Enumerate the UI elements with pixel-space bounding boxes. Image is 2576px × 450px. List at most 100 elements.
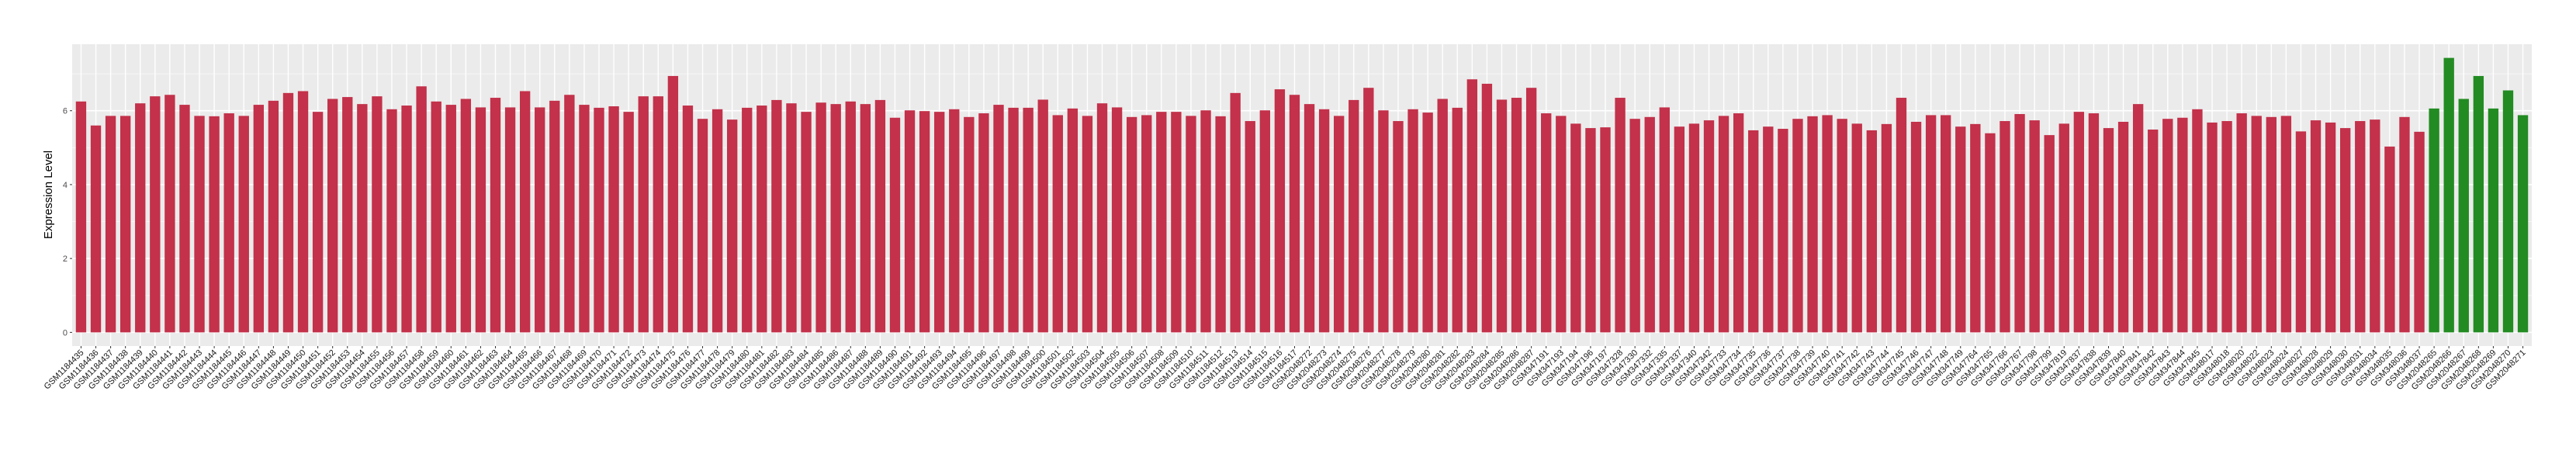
bar-GSM347837 bbox=[2073, 112, 2085, 333]
bar-GSM1184487 bbox=[845, 101, 856, 333]
x-axis: GSM1184435GSM1184436GSM1184437GSM1184438… bbox=[43, 346, 2528, 392]
bar-GSM348024 bbox=[2280, 116, 2292, 333]
bar-GSM2048270 bbox=[2502, 90, 2514, 333]
bar-GSM347747 bbox=[1925, 115, 1937, 333]
bar-GSM2048279 bbox=[1407, 109, 1418, 333]
bar-GSM1184465 bbox=[519, 91, 531, 333]
bar-GSM1184447 bbox=[253, 105, 265, 333]
bar-GSM1184464 bbox=[504, 107, 516, 333]
bar-GSM1184516 bbox=[1274, 89, 1286, 333]
bar-GSM348020 bbox=[2236, 113, 2247, 333]
bar-GSM1184479 bbox=[726, 119, 738, 333]
bar-GSM1184444 bbox=[209, 116, 220, 333]
bar-GSM1184509 bbox=[1171, 112, 1182, 333]
bar-GSM1184495 bbox=[964, 116, 975, 333]
y-tick-label: 2 bbox=[63, 254, 68, 264]
bar-GSM348018 bbox=[2221, 121, 2232, 333]
bars bbox=[75, 57, 2529, 333]
bar-GSM2048281 bbox=[1437, 99, 1448, 333]
y-tick-label: 6 bbox=[63, 107, 68, 116]
bar-GSM1184457 bbox=[401, 106, 412, 333]
bar-GSM2048285 bbox=[1496, 99, 1508, 333]
bar-GSM1184480 bbox=[742, 107, 753, 333]
bar-GSM347738 bbox=[1792, 119, 1803, 333]
bar-GSM347840 bbox=[2117, 121, 2129, 333]
bar-GSM1184492 bbox=[919, 111, 930, 333]
bar-GSM1184458 bbox=[416, 86, 427, 333]
bar-GSM1184446 bbox=[238, 116, 249, 333]
bar-GSM348037 bbox=[2414, 131, 2425, 333]
bar-GSM1184489 bbox=[874, 99, 886, 333]
bar-GSM347342 bbox=[1703, 120, 1715, 333]
bar-GSM348030 bbox=[2339, 128, 2351, 333]
bar-GSM347733 bbox=[1718, 116, 1729, 333]
bar-GSM347328 bbox=[1615, 98, 1626, 333]
bar-GSM1184517 bbox=[1289, 95, 1300, 333]
bar-GSM1184482 bbox=[771, 99, 782, 333]
bar-GSM1184498 bbox=[1008, 107, 1019, 333]
bar-GSM347197 bbox=[1600, 127, 1611, 333]
bar-GSM1184515 bbox=[1259, 110, 1270, 333]
bar-GSM1184484 bbox=[801, 112, 812, 333]
bar-GSM1184450 bbox=[297, 91, 309, 333]
bar-GSM2048283 bbox=[1466, 79, 1478, 333]
bar-GSM347196 bbox=[1585, 128, 1596, 333]
bar-GSM1184475 bbox=[667, 75, 679, 333]
bar-GSM1184483 bbox=[786, 103, 797, 333]
bar-GSM347335 bbox=[1659, 107, 1670, 333]
bar-GSM1184491 bbox=[904, 110, 916, 333]
bar-GSM1184476 bbox=[682, 106, 694, 333]
bar-GSM1184512 bbox=[1215, 116, 1226, 333]
bar-GSM347194 bbox=[1570, 123, 1581, 333]
bar-GSM2048287 bbox=[1525, 88, 1537, 333]
bar-GSM1184514 bbox=[1245, 121, 1255, 333]
bar-GSM347191 bbox=[1541, 113, 1552, 333]
bar-GSM2048277 bbox=[1378, 110, 1389, 333]
bar-GSM347330 bbox=[1629, 119, 1640, 333]
bar-GSM2048271 bbox=[2517, 115, 2529, 333]
bar-GSM1184477 bbox=[697, 119, 708, 333]
bar-GSM1184459 bbox=[431, 101, 441, 333]
bar-GSM1184499 bbox=[1023, 107, 1034, 333]
bar-GSM1184474 bbox=[653, 96, 663, 333]
bar-GSM348031 bbox=[2355, 121, 2366, 333]
bar-GSM1184496 bbox=[978, 113, 989, 333]
bar-GSM347193 bbox=[1556, 116, 1567, 333]
bar-GSM1184503 bbox=[1082, 116, 1093, 333]
bar-GSM347842 bbox=[2148, 129, 2159, 333]
bar-GSM347741 bbox=[1837, 119, 1847, 333]
bar-GSM1184456 bbox=[386, 109, 397, 333]
bar-GSM1184455 bbox=[372, 96, 383, 333]
bar-GSM1184485 bbox=[815, 102, 826, 333]
bar-GSM1184513 bbox=[1230, 92, 1241, 333]
bar-GSM347767 bbox=[2014, 113, 2025, 333]
bar-GSM2048269 bbox=[2488, 108, 2499, 333]
bar-GSM1184451 bbox=[312, 112, 324, 333]
bar-GSM1184452 bbox=[327, 99, 338, 333]
bar-GSM1184460 bbox=[445, 105, 456, 333]
bar-GSM347838 bbox=[2088, 113, 2100, 333]
bar-GSM347735 bbox=[1748, 130, 1759, 333]
bar-GSM1184486 bbox=[830, 104, 841, 333]
bar-GSM2048272 bbox=[1304, 104, 1315, 333]
bar-GSM1184508 bbox=[1156, 112, 1167, 333]
bar-GSM1184500 bbox=[1037, 99, 1048, 333]
bar-GSM1184471 bbox=[608, 106, 619, 333]
bar-GSM1184481 bbox=[757, 106, 767, 333]
bar-GSM2048282 bbox=[1452, 107, 1463, 333]
bar-GSM347337 bbox=[1674, 126, 1685, 333]
bar-GSM347740 bbox=[1822, 115, 1833, 333]
bar-GSM1184494 bbox=[949, 109, 960, 333]
bar-GSM1184466 bbox=[535, 107, 545, 333]
bar-GSM1184435 bbox=[75, 101, 87, 333]
bar-GSM1184463 bbox=[490, 98, 501, 333]
bar-GSM347799 bbox=[2044, 135, 2055, 333]
bar-GSM2048266 bbox=[2443, 57, 2454, 333]
y-tick-label: 4 bbox=[63, 181, 68, 190]
bar-GSM1184454 bbox=[357, 104, 368, 333]
bar-GSM2048286 bbox=[1511, 98, 1522, 333]
bar-GSM1184478 bbox=[712, 109, 723, 333]
bar-GSM1184493 bbox=[934, 112, 945, 333]
bar-GSM348029 bbox=[2325, 122, 2336, 333]
